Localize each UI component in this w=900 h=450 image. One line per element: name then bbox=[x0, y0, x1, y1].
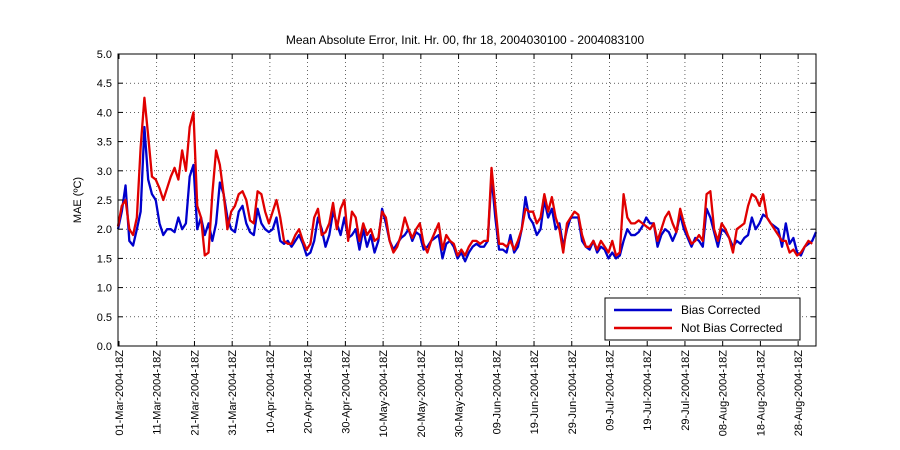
y-tick-label: 1.0 bbox=[97, 283, 112, 295]
x-tick-label: 11-Mar-2004-18Z bbox=[152, 350, 164, 435]
y-tick-label: 0.0 bbox=[97, 341, 112, 353]
x-tick-label: 28-Aug-2004-18Z bbox=[793, 350, 805, 437]
x-tick-label: 21-Mar-2004-18Z bbox=[189, 350, 201, 436]
y-tick-label: 3.0 bbox=[97, 166, 112, 178]
legend-box bbox=[604, 297, 801, 341]
x-tick-label: 31-Mar-2004-18Z bbox=[227, 350, 239, 436]
series-lines bbox=[116, 96, 818, 263]
series-line-bias-corrected bbox=[116, 125, 818, 263]
x-tick-label: 30-Apr-2004-18Z bbox=[340, 350, 352, 434]
x-tick-label: 01-Mar-2004-18Z bbox=[114, 350, 126, 436]
y-tick-label: 2.0 bbox=[97, 224, 112, 236]
y-tick-label: 4.5 bbox=[97, 78, 112, 90]
y-axis-label: MAE (ºC) bbox=[72, 177, 84, 223]
x-tick-label: 19-Jun-2004-18Z bbox=[529, 350, 541, 435]
x-tick-label: 10-Apr-2004-18Z bbox=[265, 350, 277, 434]
x-tick-label: 20-Apr-2004-18Z bbox=[303, 350, 315, 434]
y-tick-label: 4.0 bbox=[97, 107, 112, 119]
y-tick-label: 0.5 bbox=[97, 312, 112, 324]
legend-label-not-bias-corrected: Not Bias Corrected bbox=[681, 321, 782, 335]
x-tick-label: 09-Jun-2004-18Z bbox=[491, 350, 503, 435]
x-tick-label: 30-May-2004-18Z bbox=[454, 350, 466, 438]
x-tick-label: 10-May-2004-18Z bbox=[378, 350, 390, 438]
x-axis: 01-Mar-2004-18Z 11-Mar-2004-18Z 21-Mar-200… bbox=[114, 54, 805, 437]
y-axis: 0.0 0.5 1.0 1.5 2.0 2.5 3.0 3.5 4.0 4.5 5.0 bbox=[97, 49, 816, 353]
series-line-not-bias-corrected bbox=[116, 96, 813, 257]
y-tick-label: 1.5 bbox=[97, 253, 112, 265]
y-tick-label: 3.5 bbox=[97, 137, 112, 149]
y-tick-label: 2.5 bbox=[97, 195, 112, 207]
x-tick-label: 20-May-2004-18Z bbox=[416, 350, 428, 438]
x-tick-label: 29-Jul-2004-18Z bbox=[680, 350, 692, 431]
x-tick-label: 18-Aug-2004-18Z bbox=[755, 350, 767, 437]
x-tick-label: 09-Jul-2004-18Z bbox=[604, 350, 616, 431]
x-tick-label: 19-Jul-2004-18Z bbox=[642, 350, 654, 431]
legend-label-bias-corrected: Bias Corrected bbox=[681, 303, 760, 317]
chart-title: Mean Absolute Error, Init. Hr. 00, fhr 1… bbox=[286, 33, 645, 47]
x-tick-label: 08-Aug-2004-18Z bbox=[718, 350, 730, 437]
legend: Bias Corrected Not Bias Corrected bbox=[604, 297, 801, 341]
y-tick-label: 5.0 bbox=[97, 49, 112, 61]
x-tick-label: 29-Jun-2004-18Z bbox=[567, 350, 579, 435]
